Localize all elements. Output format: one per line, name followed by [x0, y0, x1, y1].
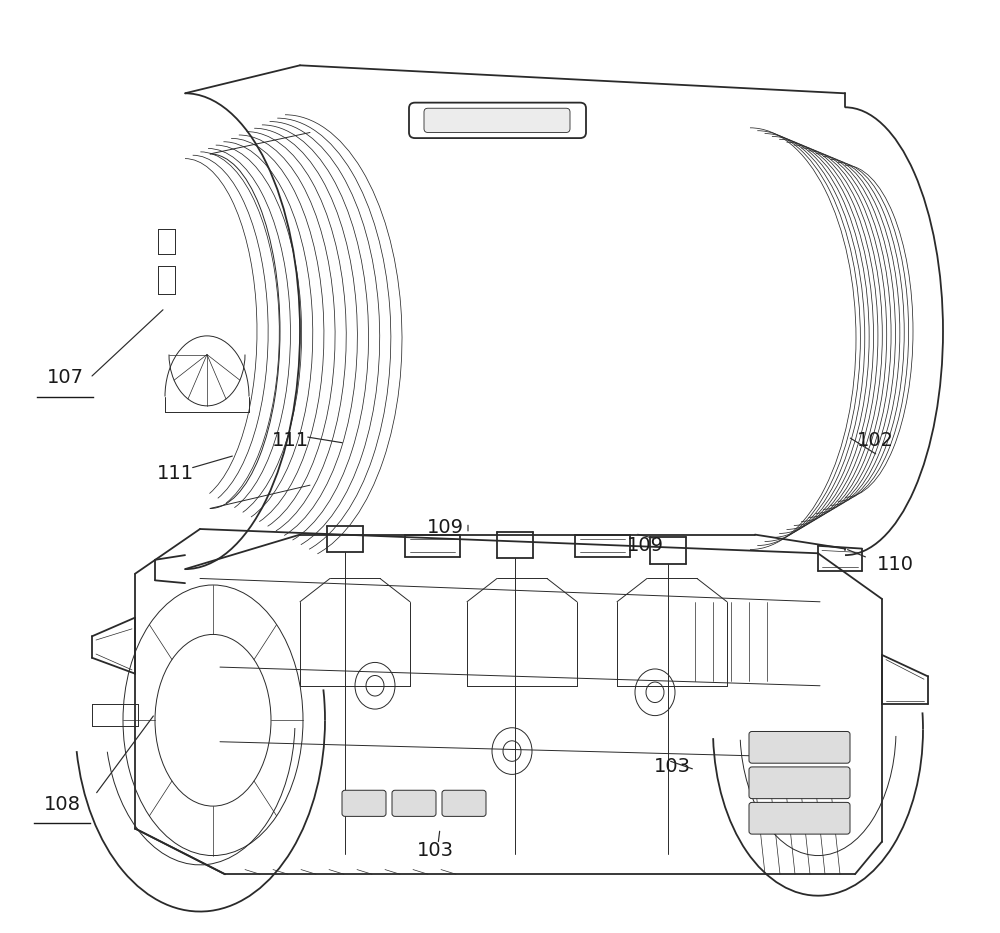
FancyBboxPatch shape: [749, 767, 850, 799]
FancyBboxPatch shape: [442, 790, 486, 816]
FancyBboxPatch shape: [749, 731, 850, 763]
FancyBboxPatch shape: [424, 108, 570, 132]
FancyBboxPatch shape: [392, 790, 436, 816]
Text: 102: 102: [856, 431, 894, 450]
FancyBboxPatch shape: [409, 103, 586, 138]
FancyBboxPatch shape: [749, 802, 850, 834]
Text: 110: 110: [876, 555, 914, 574]
Text: 108: 108: [44, 795, 80, 814]
Text: 107: 107: [46, 369, 84, 387]
Text: 109: 109: [426, 518, 464, 536]
Text: 103: 103: [416, 842, 454, 860]
Text: 109: 109: [626, 536, 664, 555]
Text: 103: 103: [654, 758, 690, 776]
Text: 111: 111: [156, 465, 194, 483]
FancyBboxPatch shape: [342, 790, 386, 816]
Text: 111: 111: [271, 431, 309, 450]
